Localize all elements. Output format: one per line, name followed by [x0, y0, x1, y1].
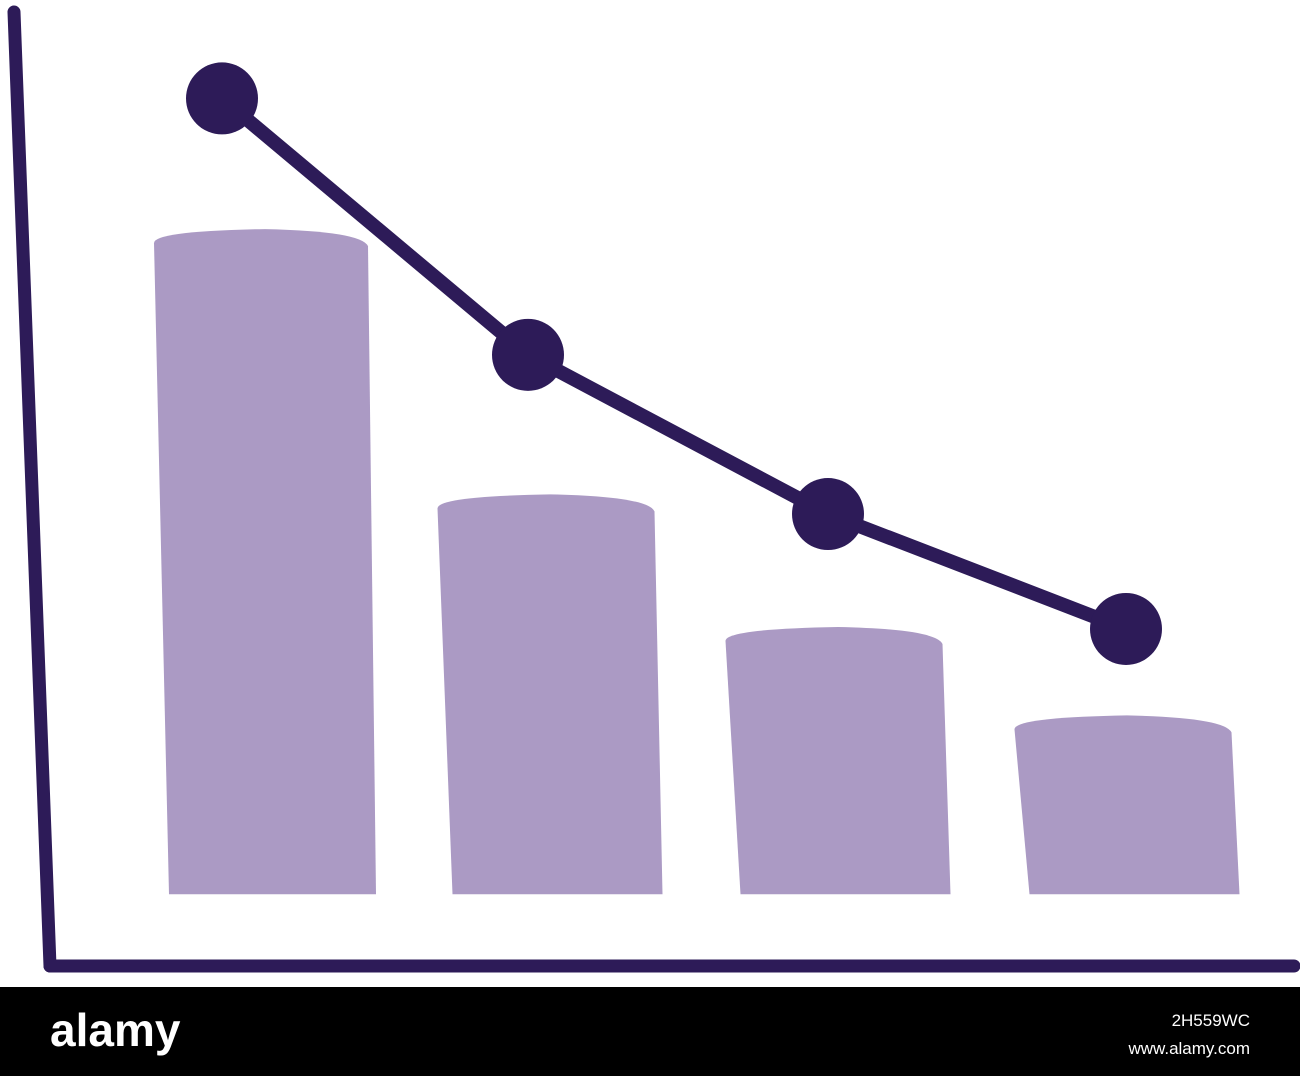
bar	[154, 229, 376, 895]
line-point	[792, 478, 864, 551]
line-point	[492, 318, 564, 391]
footer-url: www.alamy.com	[1127, 1039, 1250, 1058]
footer-logo: alamy	[50, 1004, 181, 1056]
footer-bar	[0, 987, 1300, 1076]
footer-image-id: 2H559WC	[1172, 1011, 1250, 1030]
line-point	[1090, 592, 1162, 665]
bar	[1014, 715, 1240, 895]
y-axis	[7, 5, 57, 973]
line-point	[186, 62, 258, 135]
bar	[437, 494, 663, 895]
bar	[725, 626, 951, 895]
line	[217, 93, 1129, 636]
